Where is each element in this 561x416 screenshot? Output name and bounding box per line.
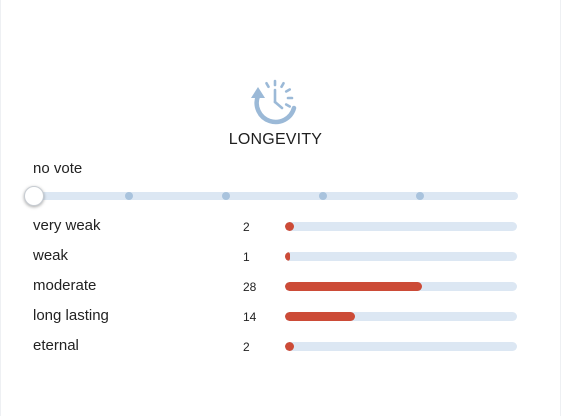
result-label: very weak xyxy=(33,217,101,234)
slider-tick-3[interactable] xyxy=(319,192,327,200)
result-row: eternal 2 xyxy=(0,336,561,356)
slider-thumb[interactable] xyxy=(24,186,44,206)
result-label: weak xyxy=(33,247,69,264)
result-bar-fill xyxy=(285,282,422,291)
result-count: 14 xyxy=(243,310,257,324)
result-bar xyxy=(285,342,517,351)
result-count: 1 xyxy=(243,250,250,264)
section-title: LONGEVITY xyxy=(228,131,323,148)
result-bar xyxy=(285,252,517,261)
result-count: 2 xyxy=(243,340,250,354)
result-count: 2 xyxy=(243,220,250,234)
frame-border-left xyxy=(0,0,1,416)
result-label: eternal xyxy=(33,337,79,354)
slider-track[interactable] xyxy=(32,192,518,200)
result-bar-fill xyxy=(285,312,355,321)
result-row: moderate 28 xyxy=(0,276,561,296)
result-bar-fill xyxy=(285,252,290,261)
slider-tick-1[interactable] xyxy=(125,192,133,200)
result-label: moderate xyxy=(33,277,97,294)
result-bar xyxy=(285,282,517,291)
slider-tick-4[interactable] xyxy=(416,192,424,200)
result-bar xyxy=(285,312,517,321)
result-bar xyxy=(285,222,517,231)
slider-tick-2[interactable] xyxy=(222,192,230,200)
vote-status-label: no vote xyxy=(33,160,83,177)
result-count: 28 xyxy=(243,280,257,294)
result-row: very weak 2 xyxy=(0,216,561,236)
result-row: weak 1 xyxy=(0,246,561,266)
vote-slider[interactable] xyxy=(24,186,520,206)
result-bar-fill xyxy=(285,222,295,231)
result-bar-fill xyxy=(285,342,295,351)
clock-history-icon xyxy=(248,78,302,128)
result-row: long lasting 14 xyxy=(0,306,561,326)
result-label: long lasting xyxy=(33,307,109,324)
